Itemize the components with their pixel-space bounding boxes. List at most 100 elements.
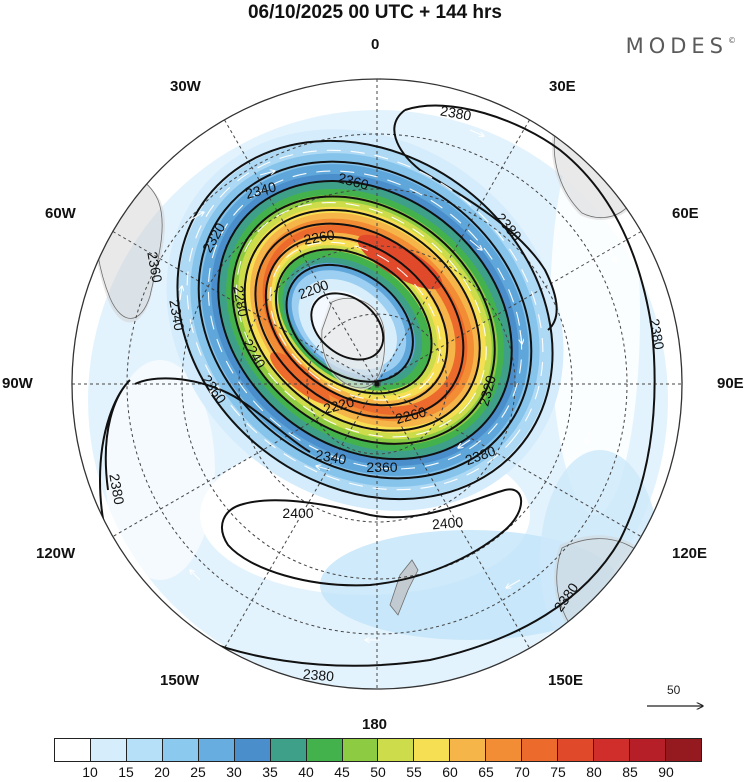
colorbar-tick-label: 20 xyxy=(154,764,170,780)
reference-vector-label: 50 xyxy=(667,683,681,697)
reference-vector xyxy=(647,682,707,712)
contour-label-2380-top: 2380 xyxy=(439,102,473,123)
streamline-arrow-5 xyxy=(458,439,471,448)
streamline-arrow-9 xyxy=(586,429,591,444)
colorbar-tick-label: 75 xyxy=(550,764,566,780)
contour-line-2180 xyxy=(310,292,385,361)
contour-line-2360 xyxy=(176,139,554,501)
contour-line-2380 xyxy=(98,104,656,667)
map-title: 06/10/2025 00 UTC + 144 hrs xyxy=(247,2,503,23)
contour-label-2260-bottom: 2260 xyxy=(394,403,428,427)
colorbar-swatch xyxy=(90,739,127,761)
contour-line-2220 xyxy=(274,248,433,395)
colorbar-tick-label: 25 xyxy=(190,764,206,780)
colorbar-swatch xyxy=(126,739,163,761)
contour-label-2380-bottom: 2380 xyxy=(302,666,335,685)
landmass-new-zealand xyxy=(390,560,418,615)
contour-label-2360-top: 2360 xyxy=(336,169,370,193)
streamline-ring-middle xyxy=(207,170,523,470)
colorbar-swatch xyxy=(414,739,451,761)
wind-gap-right xyxy=(550,115,640,515)
contour-label-2340-top: 2340 xyxy=(244,178,278,202)
colorbar-swatch xyxy=(270,739,307,761)
latitude-circle-middle xyxy=(238,245,516,523)
contour-line-2260 xyxy=(254,222,465,419)
colorbar-tick-label: 10 xyxy=(82,764,98,780)
colorbar-swatch xyxy=(594,739,630,761)
lon-label-180: 180 xyxy=(362,716,388,733)
lon-label-120e: 120E xyxy=(672,545,708,562)
colorbar-tick-label: 60 xyxy=(442,764,458,780)
colorbar-swatch xyxy=(665,739,701,761)
streamline-arrow-4 xyxy=(520,329,522,344)
polar-stereographic-map: 2380 2380 2380 2380 2380 2380 2380 2360 … xyxy=(71,78,683,690)
contour-label-2400-right: 2400 xyxy=(431,514,464,533)
streamline-arrow-10 xyxy=(506,579,521,588)
wind-streamlines xyxy=(119,129,616,640)
lon-label-30w: 30W xyxy=(170,78,201,95)
contour-line-2380-inner xyxy=(393,109,558,331)
streamline-arrow-7 xyxy=(210,390,221,401)
contour-label-2340-left: 2340 xyxy=(166,298,187,332)
streamline-ring-outer xyxy=(186,149,544,491)
contour-line-2300 xyxy=(231,195,496,445)
coast-antarctica xyxy=(321,297,385,389)
colorbar-tick-label: 90 xyxy=(658,764,674,780)
contour-line-2240 xyxy=(264,235,449,407)
lon-label-0: 0 xyxy=(371,36,380,53)
map-boundary xyxy=(71,78,683,690)
colorbar-swatch xyxy=(450,739,487,761)
contour-label-2380-east: 2380 xyxy=(646,317,667,351)
colorbar-ticks: 10 15 20 25 30 35 40 45 50 55 60 65 70 75 80 85 90 xyxy=(54,764,702,782)
contour-label-2340-bottom: 2340 xyxy=(314,446,348,467)
colorbar-swatch xyxy=(630,739,666,761)
geopotential-contours xyxy=(98,104,656,667)
colorbar-tick-label: 50 xyxy=(370,764,386,780)
colorbar-tick-label: 40 xyxy=(298,764,314,780)
streamline-arrow-12 xyxy=(190,570,201,581)
contour-label-2320-right: 2320 xyxy=(475,373,499,407)
coast-new-zealand xyxy=(389,559,419,616)
colorbar-tick-label: 65 xyxy=(478,764,494,780)
colorbar-tick-label: 30 xyxy=(226,764,242,780)
lon-label-60w: 60W xyxy=(45,205,76,222)
brand-logo: MODES© xyxy=(626,34,736,58)
graticule xyxy=(72,79,682,689)
lon-label-30e: 30E xyxy=(549,78,576,95)
contour-line-2280 xyxy=(243,209,481,432)
colorbar-tick-label: 55 xyxy=(406,764,422,780)
contour-label-2380-west: 2380 xyxy=(106,472,127,506)
colorbar-swatch xyxy=(486,739,523,761)
streamline-arrow-1 xyxy=(189,212,204,221)
colorbar-swatch xyxy=(162,739,199,761)
colorbar-swatch xyxy=(558,739,595,761)
copyright-mark: © xyxy=(728,36,736,45)
contour-line-2320 xyxy=(217,180,513,460)
contour-label-2220: 2220 xyxy=(322,393,356,417)
streamline-arrow-8 xyxy=(180,286,182,301)
colorbar-tick-label: 70 xyxy=(514,764,530,780)
south-pole-marker xyxy=(374,381,380,387)
contour-line-2400 xyxy=(221,488,523,587)
brand-name: MODES xyxy=(625,34,728,58)
contour-line-2200 xyxy=(285,263,414,383)
lon-label-150e: 150E xyxy=(548,672,584,689)
streamline-ring-core xyxy=(269,241,441,401)
streamline-arrow-2 xyxy=(259,171,275,176)
colorbar-swatch xyxy=(522,739,559,761)
colorbar-tick-label: 80 xyxy=(586,764,602,780)
colorbar-swatch xyxy=(342,739,379,761)
colorbar-tick-label: 45 xyxy=(334,764,350,780)
contour-label-2280: 2280 xyxy=(230,284,251,318)
streamline-arrow-6 xyxy=(316,466,331,471)
lon-label-90w: 90W xyxy=(2,375,33,392)
colorbar-tick-label: 35 xyxy=(262,764,278,780)
contour-line-2380-west xyxy=(134,377,311,453)
contour-labels: 2380 2380 2380 2380 2380 2380 2380 2360 … xyxy=(106,102,667,684)
contour-label-2360-bottom: 2360 xyxy=(366,459,397,475)
colorbar-tick-label: 15 xyxy=(118,764,134,780)
wind-gap-left xyxy=(105,360,215,580)
lon-label-120w: 120W xyxy=(36,545,76,562)
lon-label-90e: 90E xyxy=(717,375,744,392)
colorbar-swatch xyxy=(55,739,91,761)
